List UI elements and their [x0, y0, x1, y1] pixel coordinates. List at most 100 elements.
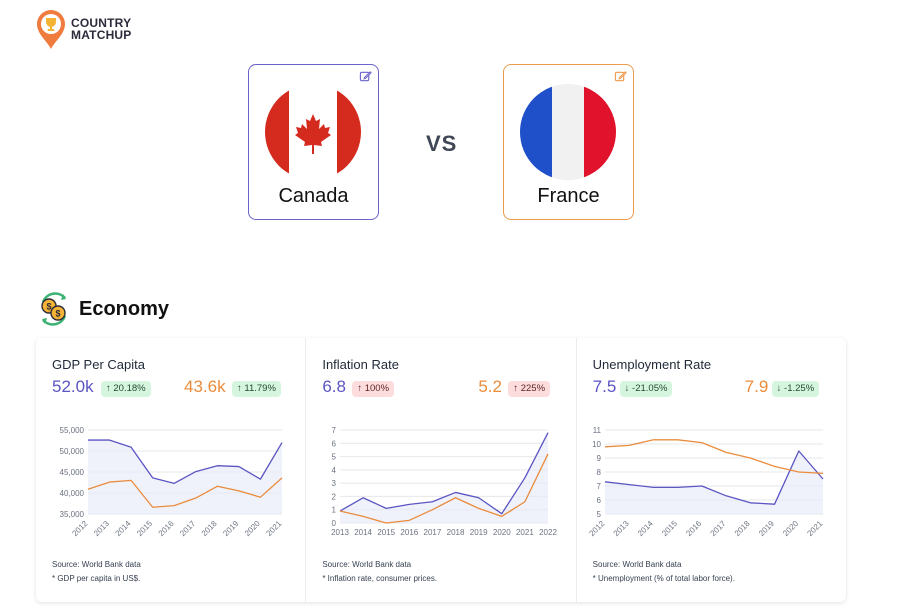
y-tick-label: 7: [332, 426, 337, 435]
y-tick-label: 6: [596, 496, 601, 505]
arrow-up-icon: ↑: [106, 383, 111, 394]
x-tick-label: 2014: [636, 519, 655, 538]
x-tick-label: 2020: [493, 528, 511, 537]
country-card-right[interactable]: France: [503, 64, 634, 220]
svg-text:$: $: [55, 309, 60, 319]
series-line-canada: [340, 432, 549, 515]
logo-line-1: COUNTRY: [71, 16, 132, 30]
y-tick-label: 45,000: [60, 468, 85, 477]
left-value: 7.5: [592, 377, 617, 396]
right-change-badge: ↑ 225%: [508, 381, 551, 397]
x-tick-label: 2022: [539, 528, 557, 537]
x-tick-label: 2013: [331, 528, 349, 537]
france-flag-icon: [520, 84, 616, 180]
logo-line-2: MATCHUP: [71, 28, 132, 42]
left-value: 52.0k: [52, 377, 94, 396]
left-change-badge: ↓ -21.05%: [619, 381, 673, 397]
arrow-up-icon: ↑: [237, 383, 242, 394]
vs-label: VS: [426, 131, 458, 156]
country-card-left[interactable]: Canada: [248, 64, 379, 220]
edit-icon[interactable]: [359, 70, 372, 83]
y-tick-label: 7: [596, 482, 601, 491]
section-header: $ $ Economy: [35, 290, 169, 328]
series-line-canada: [604, 450, 824, 505]
arrow-down-icon: ↓: [624, 383, 630, 394]
left-change-badge: ↑ 100%: [352, 381, 395, 397]
inflation-chart: 0 1 2 3 4 5 6 7 2013 2014 2015 2016 2017 2018 2019 2020…: [331, 426, 557, 537]
y-tick-label: 40,000: [60, 489, 85, 498]
x-tick-label: 2020: [243, 519, 262, 538]
panel-title: GDP Per Capita: [52, 357, 145, 372]
panel-unemployment: Unemployment Rate 7.5 ↓ -21.05% 7.9 ↓ -1…: [577, 338, 846, 602]
x-tick-label: 2016: [157, 519, 176, 538]
country-name-left: Canada: [278, 185, 349, 207]
y-tick-label: 4: [332, 466, 337, 475]
arrow-up-icon: ↑: [357, 383, 363, 394]
x-tick-label: 2015: [378, 528, 396, 537]
x-tick-label: 2021: [805, 519, 824, 538]
x-tick-label: 2019: [221, 519, 240, 538]
x-tick-label: 2017: [178, 519, 197, 538]
y-tick-label: 8: [596, 468, 601, 477]
arrow-down-icon: ↓: [776, 383, 782, 394]
x-tick-label: 2018: [732, 519, 751, 538]
series-line-france: [87, 477, 283, 508]
right-value: 5.2: [478, 377, 502, 396]
x-tick-label: 2017: [708, 519, 727, 538]
y-tick-label: 3: [332, 479, 337, 488]
trophy-pin-icon: [37, 10, 65, 49]
y-tick-label: 6: [332, 439, 337, 448]
x-tick-label: 2014: [355, 528, 373, 537]
x-tick-label: 2019: [757, 519, 776, 538]
arrow-up-icon: ↑: [513, 383, 519, 394]
note-text: * Unemployment (% of total labor force).: [592, 574, 735, 583]
note-text: * Inflation rate, consumer prices.: [322, 574, 438, 583]
panel-title: Inflation Rate: [322, 357, 399, 372]
x-tick-label: 2017: [424, 528, 442, 537]
canada-flag-icon: [265, 84, 361, 180]
x-tick-label: 2020: [781, 519, 800, 538]
x-tick-label: 2012: [587, 519, 606, 538]
y-tick-label: 50,000: [60, 447, 85, 456]
source-text: Source: World Bank data: [592, 560, 682, 569]
source-text: Source: World Bank data: [52, 560, 141, 569]
y-tick-label: 2: [332, 492, 337, 501]
y-tick-label: 5: [596, 510, 601, 519]
section-title: Economy: [79, 297, 170, 320]
y-tick-label: 35,000: [60, 510, 85, 519]
y-tick-label: 0: [332, 519, 337, 528]
series-area-canada: [88, 440, 282, 514]
x-tick-label: 2015: [135, 519, 154, 538]
panel-gdp: GDP Per Capita 52.0k ↑ 20.18% 43.6k ↑ 11…: [36, 338, 307, 602]
edit-icon[interactable]: [614, 70, 627, 83]
left-value: 6.8: [322, 377, 346, 396]
economy-panels: GDP Per Capita 52.0k ↑ 20.18% 43.6k ↑ 11…: [36, 338, 846, 602]
logo[interactable]: COUNTRY MATCHUP: [35, 8, 132, 50]
note-text: * GDP per capita in US$.: [52, 574, 141, 583]
country-name-right: France: [537, 185, 600, 207]
y-tick-label: 11: [592, 426, 601, 435]
y-tick-label: 10: [592, 440, 601, 449]
series-line-france: [340, 453, 549, 524]
x-tick-label: 2019: [470, 528, 488, 537]
x-tick-label: 2013: [92, 519, 111, 538]
unemployment-chart: 5 6 7 8 9 10 11 2012 2013 2014 2015 2016 2017 2018 201…: [587, 426, 824, 538]
panel-inflation: Inflation Rate 6.8 ↑ 100% 5.2 ↑ 225% 0 1 2…: [306, 338, 577, 602]
x-tick-label: 2021: [264, 519, 283, 538]
svg-text:$: $: [46, 302, 51, 312]
left-change-badge: ↑ 20.18%: [101, 381, 151, 397]
x-tick-label: 2012: [70, 519, 89, 538]
series-line-france: [604, 439, 823, 475]
right-change-badge: ↓ -1.25%: [771, 381, 820, 397]
source-text: Source: World Bank data: [322, 560, 412, 569]
series-line-canada: [88, 439, 283, 484]
x-tick-label: 2018: [200, 519, 219, 538]
y-tick-label: 9: [596, 454, 601, 463]
x-tick-label: 2018: [447, 528, 465, 537]
x-tick-label: 2016: [401, 528, 419, 537]
x-tick-label: 2015: [660, 519, 679, 538]
x-tick-label: 2016: [684, 519, 703, 538]
x-tick-label: 2013: [611, 519, 630, 538]
right-change-badge: ↑ 11.79%: [232, 381, 281, 397]
